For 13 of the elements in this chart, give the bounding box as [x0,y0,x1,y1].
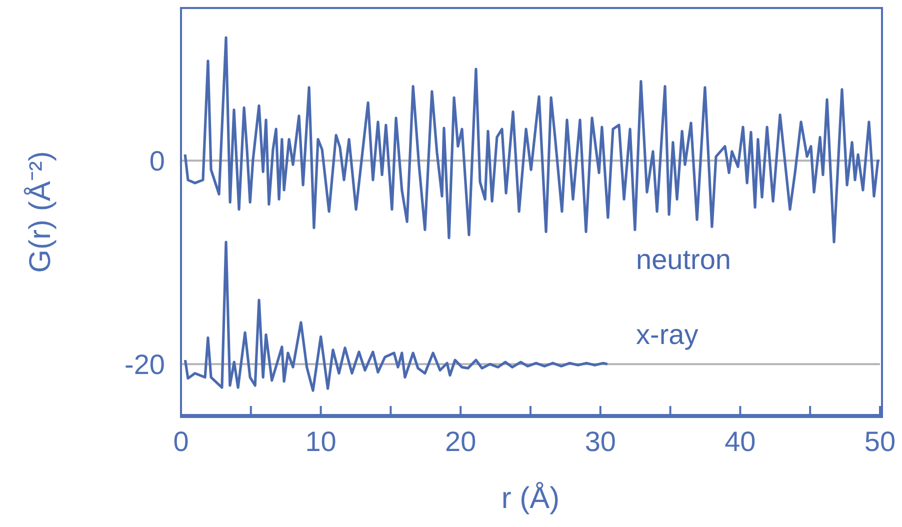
x-tick-label: 50 [864,426,896,457]
x-tick-label: 0 [173,426,189,457]
series-label: neutron [636,244,731,276]
x-tick-label: 40 [724,426,756,457]
x-axis-title: r (Å) [500,482,561,516]
x-tick-label: 10 [305,426,336,457]
x-tick-label: 30 [584,426,616,457]
line-series [184,240,609,392]
line-series [184,36,880,244]
y-tick-label: -20 [124,349,165,380]
y-axis-title: G(r) (Å⁻²) [22,150,58,274]
series-label: x-ray [636,319,698,351]
x-tick-label: 20 [445,426,476,457]
